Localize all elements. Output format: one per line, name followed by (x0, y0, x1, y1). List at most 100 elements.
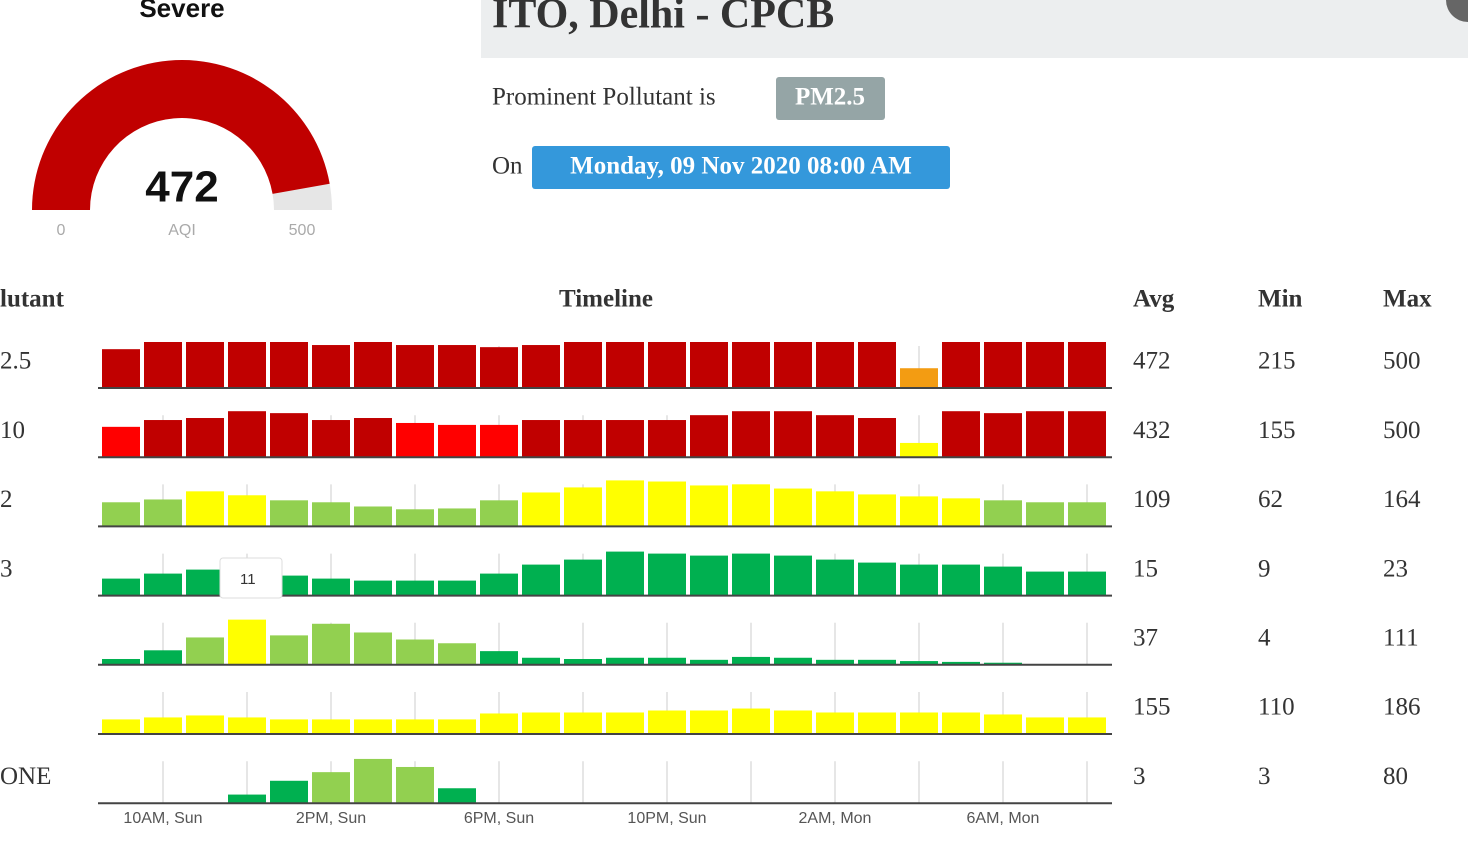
bar (984, 566, 1022, 596)
bar (522, 345, 560, 388)
bar (186, 569, 224, 596)
bar (900, 496, 938, 527)
max-value: 164 (1383, 486, 1421, 513)
bar (396, 509, 434, 527)
date-badge (532, 146, 950, 189)
gauge-fill (32, 60, 330, 211)
bar (144, 717, 182, 734)
bar (858, 712, 896, 734)
bar (312, 345, 350, 388)
col-header: Avg (1133, 286, 1175, 313)
bar (480, 713, 518, 734)
aqi-value: 472 (145, 163, 218, 212)
bar (270, 413, 308, 458)
bar (438, 508, 476, 527)
max-value: 111 (1383, 625, 1419, 652)
col-header: Max (1383, 286, 1432, 313)
bar (102, 578, 140, 596)
time-label: 2PM, Sun (296, 810, 366, 827)
aqi-category: Severe (139, 0, 224, 23)
bar (732, 484, 770, 527)
bar (396, 719, 434, 734)
bar (354, 719, 392, 734)
bar (396, 639, 434, 665)
bar (102, 719, 140, 734)
bar (228, 717, 266, 734)
min-value: 4 (1258, 625, 1271, 652)
bar (900, 661, 938, 665)
bar (270, 342, 308, 388)
bar (648, 481, 686, 527)
bar (984, 413, 1022, 458)
bar (648, 342, 686, 388)
bar (270, 780, 308, 804)
min-value: 62 (1258, 486, 1283, 513)
time-label: 6AM, Mon (967, 810, 1040, 827)
min-value: 155 (1258, 417, 1296, 444)
bar (228, 495, 266, 527)
bar (900, 564, 938, 596)
bar (312, 578, 350, 596)
bar (648, 710, 686, 734)
bar (816, 491, 854, 527)
bar (858, 659, 896, 665)
bar (732, 411, 770, 458)
bar (648, 657, 686, 665)
avg-value: 472 (1133, 348, 1171, 375)
bar (816, 559, 854, 596)
bar (228, 411, 266, 458)
max-value: 500 (1383, 417, 1421, 444)
bar (354, 342, 392, 388)
bar (1026, 717, 1064, 734)
col-header: lutant (0, 286, 65, 313)
bar (144, 420, 182, 458)
bar (522, 492, 560, 527)
bar (1068, 411, 1106, 458)
bar (984, 714, 1022, 734)
close-icon[interactable] (1446, 0, 1468, 22)
bar (606, 420, 644, 458)
bar (816, 659, 854, 665)
tooltip-box (219, 557, 283, 599)
bar (144, 499, 182, 527)
bar (480, 651, 518, 665)
bar (438, 719, 476, 734)
time-label: 10AM, Sun (123, 810, 202, 827)
bar (984, 500, 1022, 527)
min-value: 9 (1258, 555, 1271, 582)
bar (564, 487, 602, 527)
bar (606, 480, 644, 527)
bar (816, 712, 854, 734)
bar (102, 658, 140, 665)
bar (396, 580, 434, 596)
bar (144, 573, 182, 596)
avg-value: 155 (1133, 694, 1171, 721)
col-header: Min (1258, 286, 1303, 313)
bar (774, 657, 812, 665)
pollutant-label: 2 (0, 486, 13, 513)
bar (774, 342, 812, 388)
bar (606, 342, 644, 388)
bar (858, 418, 896, 458)
pollutant-name: PM2.5 (795, 84, 865, 111)
bar (186, 418, 224, 458)
bar (1068, 571, 1106, 596)
max-value: 186 (1383, 694, 1421, 721)
bar (312, 420, 350, 458)
bar (1026, 411, 1064, 458)
time-label: 6PM, Sun (464, 810, 534, 827)
bar (312, 772, 350, 804)
bar (858, 562, 896, 596)
bar (438, 643, 476, 665)
bar (732, 342, 770, 388)
bar (564, 342, 602, 388)
station-title: ITO, Delhi - CPCB (492, 0, 834, 38)
bar (270, 500, 308, 527)
bar (858, 494, 896, 527)
gauge-max: 500 (289, 222, 316, 239)
pollutant-label: ONE (0, 763, 51, 790)
bar (480, 347, 518, 388)
pollutant-label: 2.5 (0, 348, 31, 375)
bar (900, 442, 938, 458)
